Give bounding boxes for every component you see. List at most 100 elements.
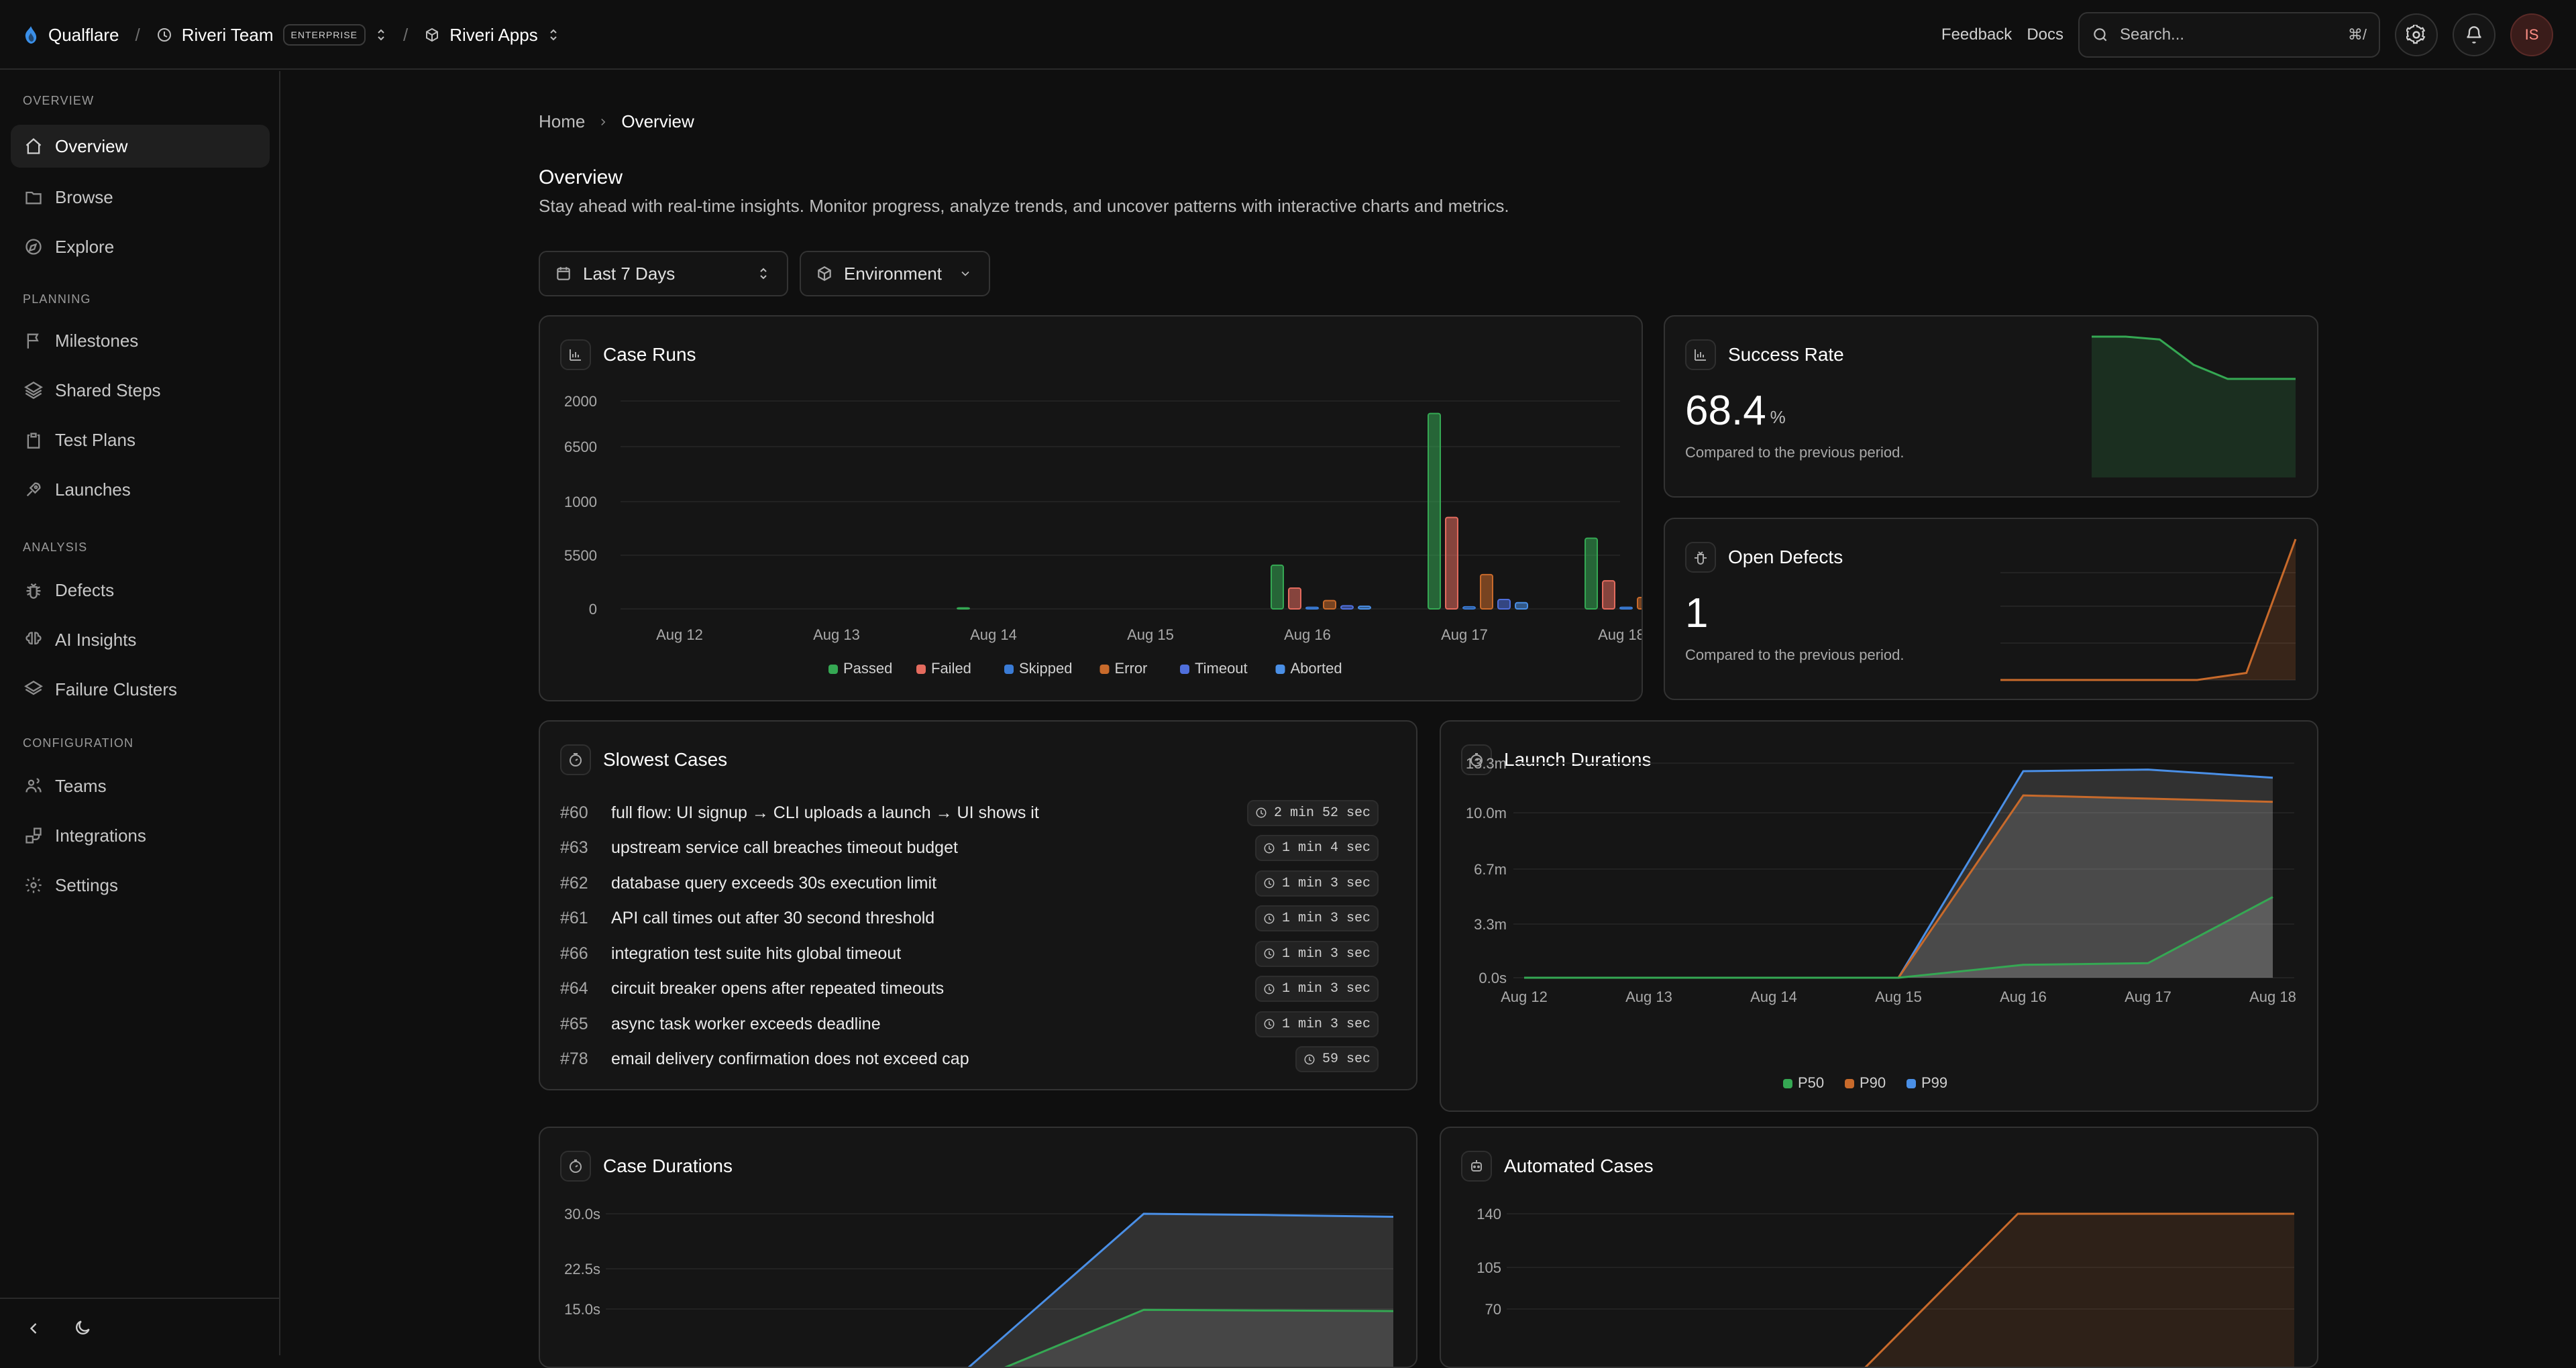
sidebar-item-failure-clusters[interactable]: Failure Clusters <box>11 668 270 711</box>
y-tick-label: 1000 <box>564 494 597 510</box>
sidebar-item-label: Defects <box>55 579 115 600</box>
list-item[interactable]: #65 async task worker exceeds deadline 1… <box>560 1007 1379 1042</box>
project-switcher[interactable]: Riveri Apps <box>424 25 559 46</box>
plug-icon <box>24 826 43 845</box>
area-fill <box>1006 1310 1393 1367</box>
x-tick-label: Aug 12 <box>1501 988 1548 1005</box>
x-tick-label: Aug 15 <box>1127 626 1174 643</box>
chevron-updown-icon[interactable] <box>375 27 387 42</box>
sidebar-item-settings[interactable]: Settings <box>11 864 270 907</box>
bar <box>1515 602 1528 610</box>
legend-swatch <box>1004 665 1014 674</box>
chart-icon <box>1685 339 1716 370</box>
area-fill <box>1524 795 2273 978</box>
environment-select[interactable]: Environment <box>800 251 990 296</box>
docs-link[interactable]: Docs <box>2027 25 2063 44</box>
y-tick-label: 140 <box>1477 1206 1501 1222</box>
legend-label: P50 <box>1798 1074 1824 1091</box>
bar <box>1358 606 1371 610</box>
brand[interactable]: Qualflare <box>23 25 119 46</box>
y-tick-label: 3.3m <box>1474 916 1507 933</box>
legend-label: Timeout <box>1195 660 1248 677</box>
case-id: #61 <box>560 909 588 928</box>
card-header: Case Runs <box>560 339 696 370</box>
clock-icon <box>1263 842 1275 854</box>
sidebar-item-defects[interactable]: Defects <box>11 569 270 612</box>
duration-text: 1 min 3 sec <box>1281 946 1371 962</box>
avatar[interactable]: IS <box>2510 13 2553 56</box>
sidebar-item-ai-insights[interactable]: AI Insights <box>11 618 270 661</box>
page-subtitle: Stay ahead with real-time insights. Moni… <box>539 196 1509 216</box>
sidebar-section-title: OVERVIEW <box>23 94 95 107</box>
stopwatch-icon <box>1461 744 1492 775</box>
duration-text: 1 min 3 sec <box>1281 1016 1371 1032</box>
bar <box>1445 516 1458 610</box>
bug-icon <box>1685 542 1716 573</box>
collapse-sidebar-button[interactable] <box>23 1318 44 1339</box>
y-tick-label: 6500 <box>564 439 597 455</box>
list-item[interactable]: #66 integration test suite hits global t… <box>560 936 1379 972</box>
card-title: Case Runs <box>603 344 696 365</box>
bar <box>1602 580 1615 610</box>
x-tick-label: Aug 16 <box>2000 988 2047 1005</box>
success-rate-card: Success Rate 68.4 % Compared to the prev… <box>1664 315 2318 498</box>
bell-icon <box>2465 25 2483 44</box>
chevron-updown-icon <box>755 265 772 282</box>
list-item[interactable]: #78 email delivery confirmation does not… <box>560 1042 1379 1078</box>
list-item[interactable]: #60 full flow: UI signup → CLI uploads a… <box>560 795 1379 831</box>
sidebar-item-test-plans[interactable]: Test Plans <box>11 418 270 461</box>
x-tick-label: Aug 14 <box>1750 988 1797 1005</box>
sidebar-item-milestones[interactable]: Milestones <box>11 319 270 362</box>
list-item[interactable]: #64 circuit breaker opens after repeated… <box>560 972 1379 1007</box>
series-line <box>1524 896 2273 979</box>
sidebar-item-launches[interactable]: Launches <box>11 468 270 511</box>
y-tick-label: 70 <box>1485 1301 1501 1318</box>
case-title: full flow: UI signup → CLI uploads a lau… <box>611 803 1039 822</box>
duration-badge: 59 sec <box>1295 1046 1379 1073</box>
settings-button[interactable] <box>2395 13 2438 56</box>
sidebar-item-explore[interactable]: Explore <box>11 225 270 268</box>
search-box[interactable]: Search... ⌘/ <box>2078 12 2380 58</box>
sidebar-item-integrations[interactable]: Integrations <box>11 814 270 857</box>
case-id: #65 <box>560 1014 588 1033</box>
sidebar-item-overview[interactable]: Overview <box>11 125 270 168</box>
team-switcher[interactable]: Riveri Team ENTERPRISE <box>156 24 387 46</box>
x-tick-label: Aug 18 <box>2249 988 2296 1005</box>
bar <box>1585 537 1598 610</box>
automated-cases-card: Automated Cases 70 105 140 <box>1440 1127 2318 1368</box>
theme-toggle-button[interactable] <box>71 1318 93 1339</box>
case-id: #62 <box>560 873 588 893</box>
legend-label: Aborted <box>1291 660 1342 677</box>
card-title: Slowest Cases <box>603 749 728 770</box>
chevron-updown-icon[interactable] <box>547 27 559 42</box>
sidebar-item-browse[interactable]: Browse <box>11 176 270 219</box>
project-name: Riveri Apps <box>449 24 538 45</box>
list-item[interactable]: #62 database query exceeds 30s execution… <box>560 866 1379 901</box>
case-title: email delivery confirmation does not exc… <box>611 1049 969 1069</box>
y-tick-label: 0.0s <box>1479 970 1507 986</box>
list-item[interactable]: #63 upstream service call breaches timeo… <box>560 831 1379 866</box>
date-range-select[interactable]: Last 7 Days <box>539 251 788 296</box>
sidebar-item-label: Explore <box>55 236 115 257</box>
area-fill <box>1524 897 2273 978</box>
list-item[interactable]: #61 API call times out after 30 second t… <box>560 901 1379 937</box>
sidebar-item-teams[interactable]: Teams <box>11 764 270 807</box>
area-fill <box>2092 337 2296 477</box>
sidebar-bottom <box>0 1298 280 1355</box>
notifications-button[interactable] <box>2453 13 2496 56</box>
robot-icon <box>1461 1151 1492 1182</box>
bar <box>1305 606 1319 610</box>
bug-icon <box>24 581 43 600</box>
bar <box>1340 605 1354 610</box>
duration-badge: 1 min 3 sec <box>1254 905 1379 932</box>
sidebar-item-label: Milestones <box>55 330 139 351</box>
breadcrumb-home[interactable]: Home <box>539 111 586 131</box>
folder-icon <box>24 188 43 207</box>
card-title: Case Durations <box>603 1155 733 1176</box>
case-title: upstream service call breaches timeout b… <box>611 838 958 858</box>
duration-text: 2 min 52 sec <box>1273 805 1371 821</box>
sidebar-item-shared-steps[interactable]: Shared Steps <box>11 369 270 412</box>
case-id: #63 <box>560 838 588 858</box>
feedback-link[interactable]: Feedback <box>1941 25 2012 44</box>
stack-icon <box>24 680 43 699</box>
